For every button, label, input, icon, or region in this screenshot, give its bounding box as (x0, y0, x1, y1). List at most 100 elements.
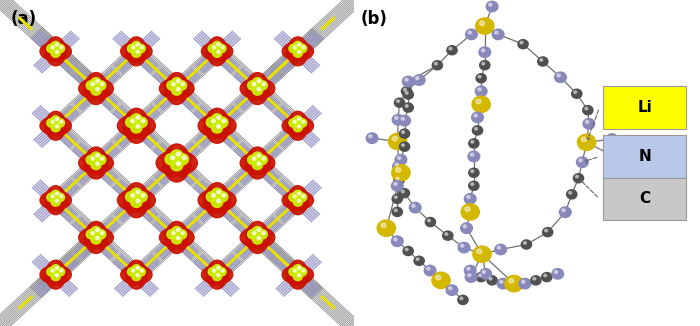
Circle shape (464, 194, 476, 204)
Circle shape (464, 265, 476, 276)
Circle shape (96, 88, 99, 91)
Circle shape (302, 120, 305, 123)
Ellipse shape (287, 116, 309, 136)
Circle shape (217, 266, 220, 269)
Circle shape (125, 192, 136, 202)
Circle shape (293, 265, 302, 273)
Circle shape (51, 120, 54, 123)
Circle shape (495, 31, 498, 34)
Circle shape (579, 159, 582, 162)
Circle shape (478, 274, 481, 277)
Circle shape (401, 190, 405, 193)
Ellipse shape (206, 265, 228, 285)
Circle shape (392, 136, 398, 141)
Text: N: N (638, 149, 651, 164)
Circle shape (399, 188, 409, 198)
Circle shape (172, 231, 175, 235)
Circle shape (211, 197, 223, 207)
Circle shape (487, 276, 497, 285)
Circle shape (559, 207, 571, 217)
Circle shape (222, 119, 225, 123)
Circle shape (467, 267, 470, 270)
Circle shape (217, 43, 220, 46)
Ellipse shape (282, 116, 314, 135)
Circle shape (257, 236, 260, 240)
Circle shape (60, 269, 63, 272)
Ellipse shape (240, 227, 275, 248)
Circle shape (470, 153, 474, 156)
Circle shape (293, 120, 296, 123)
Circle shape (213, 46, 216, 49)
Circle shape (475, 86, 487, 96)
Ellipse shape (204, 188, 230, 212)
Circle shape (91, 160, 101, 170)
Circle shape (405, 248, 408, 251)
Ellipse shape (287, 190, 309, 210)
Circle shape (172, 235, 182, 244)
Circle shape (51, 123, 60, 132)
Circle shape (257, 230, 267, 239)
Circle shape (492, 29, 504, 39)
Circle shape (449, 47, 452, 50)
Ellipse shape (246, 78, 270, 99)
Circle shape (262, 157, 265, 160)
Circle shape (55, 193, 64, 202)
Circle shape (86, 155, 97, 165)
Circle shape (458, 295, 468, 304)
Ellipse shape (206, 41, 228, 61)
Circle shape (91, 82, 94, 86)
Circle shape (293, 269, 296, 272)
Circle shape (475, 127, 477, 130)
Circle shape (505, 275, 523, 292)
Circle shape (217, 192, 228, 202)
Ellipse shape (46, 37, 66, 66)
Circle shape (392, 194, 402, 203)
Ellipse shape (165, 78, 188, 99)
Ellipse shape (162, 150, 191, 176)
Circle shape (298, 125, 300, 128)
Circle shape (562, 209, 565, 212)
Ellipse shape (125, 265, 147, 285)
Circle shape (522, 280, 525, 283)
Ellipse shape (287, 265, 309, 285)
Circle shape (567, 190, 577, 199)
Circle shape (136, 43, 139, 46)
Ellipse shape (246, 152, 270, 174)
Circle shape (524, 242, 526, 244)
Circle shape (447, 46, 457, 55)
Ellipse shape (40, 191, 71, 210)
Circle shape (217, 116, 220, 119)
Text: C: C (639, 191, 650, 206)
Circle shape (392, 165, 410, 181)
Circle shape (51, 46, 54, 49)
Circle shape (253, 82, 256, 86)
Circle shape (426, 217, 435, 227)
Circle shape (55, 268, 64, 276)
Circle shape (51, 198, 60, 206)
Ellipse shape (288, 260, 308, 289)
Circle shape (289, 268, 298, 276)
Circle shape (217, 190, 220, 194)
Ellipse shape (202, 265, 233, 284)
Circle shape (472, 96, 490, 112)
Circle shape (449, 287, 452, 290)
Circle shape (298, 192, 300, 195)
Ellipse shape (204, 188, 230, 212)
Circle shape (131, 197, 142, 207)
Circle shape (131, 188, 142, 199)
Circle shape (182, 156, 186, 160)
Circle shape (211, 188, 223, 199)
Circle shape (520, 41, 523, 44)
Circle shape (213, 272, 222, 281)
Circle shape (136, 274, 139, 277)
Circle shape (569, 191, 572, 194)
Circle shape (55, 200, 58, 202)
Circle shape (394, 183, 397, 185)
Circle shape (208, 268, 218, 276)
Circle shape (136, 125, 140, 128)
Circle shape (395, 163, 398, 166)
Circle shape (405, 92, 408, 94)
Circle shape (101, 82, 104, 86)
Circle shape (538, 57, 548, 66)
Circle shape (458, 242, 470, 253)
